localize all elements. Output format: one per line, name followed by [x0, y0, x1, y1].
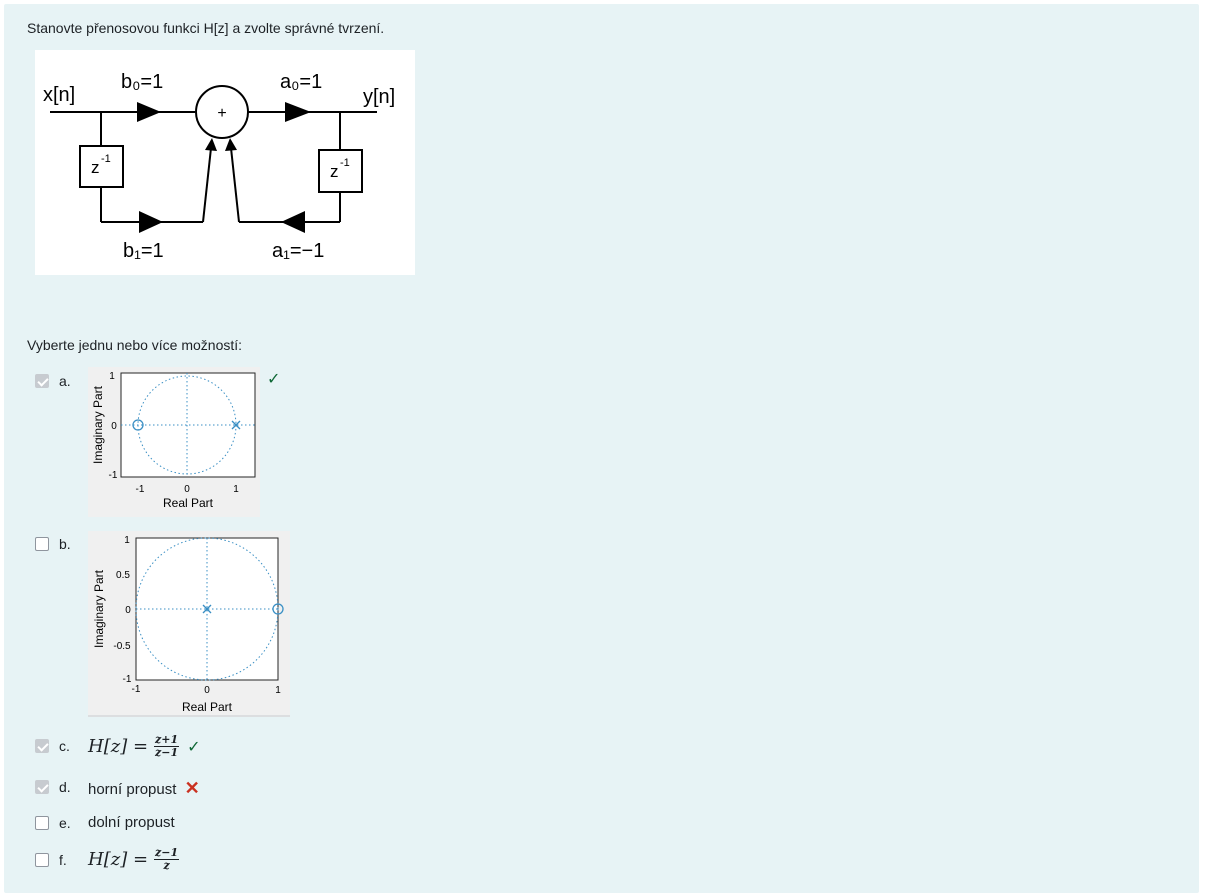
pole-zero-plot-b: 1 0.5 0 -0.5 -1 -1 0 1 Real Part Imagina… — [88, 531, 290, 717]
b1-arrow — [139, 211, 163, 233]
ytick: 0.5 — [116, 570, 130, 581]
ytick: 1 — [124, 535, 130, 546]
input-label: x[n] — [43, 84, 75, 106]
zero-marker — [132, 419, 144, 431]
option-b-checkbox[interactable] — [35, 537, 49, 551]
delay-exp-left: -1 — [101, 153, 111, 165]
option-c-checkbox[interactable] — [35, 739, 49, 753]
ytick: -1 — [123, 674, 132, 685]
xtick: 0 — [184, 484, 190, 495]
a1-arrow — [281, 211, 305, 233]
option-b-letter: b. — [59, 536, 71, 552]
option-f-formula: H[z] = z−1 z — [88, 846, 180, 872]
option-f-checkbox[interactable] — [35, 853, 49, 867]
incorrect-cross-icon: ✕ — [184, 778, 200, 798]
y-axis-label: Imaginary Part — [92, 569, 106, 648]
a1-label: a₁=−1 — [272, 240, 324, 262]
ytick: 0 — [125, 605, 131, 616]
ytick: -0.5 — [113, 641, 131, 652]
formula-lhs: H[z] = — [88, 736, 149, 757]
b0-label: b₀=1 — [121, 71, 163, 93]
ytick: -1 — [109, 470, 118, 481]
formula-fraction: z−1 z — [154, 846, 180, 872]
formula-denominator: z−1 — [155, 746, 179, 759]
delay-label-right: z — [330, 162, 339, 181]
correct-check-icon: ✓ — [187, 737, 201, 756]
b1-label: b₁=1 — [123, 240, 164, 262]
y-axis-label: Imaginary Part — [91, 385, 105, 464]
option-c-letter: c. — [59, 738, 70, 754]
formula-lhs: H[z] = — [88, 849, 149, 870]
option-e-checkbox[interactable] — [35, 816, 49, 830]
option-d-checkbox[interactable] — [35, 780, 49, 794]
xtick: 0 — [204, 685, 210, 696]
a0-arrow — [285, 102, 311, 122]
formula-numerator: z−1 — [154, 846, 180, 860]
option-d-label: horní propust — [88, 781, 177, 798]
option-d-text: horní propust ✕ — [88, 778, 200, 799]
option-a-letter: a. — [59, 373, 71, 389]
question-text: Stanovte přenosovou funkci H[z] a zvolte… — [27, 20, 385, 36]
option-e-text: dolní propust — [88, 814, 175, 831]
correct-check-icon: ✓ — [267, 371, 281, 388]
option-d-letter: d. — [59, 779, 71, 795]
formula-numerator: z+1 — [154, 733, 180, 747]
x-axis-label: Real Part — [182, 700, 233, 714]
zero-marker — [272, 603, 284, 615]
unit-circle — [135, 537, 279, 681]
delay-exp-right: -1 — [340, 157, 350, 169]
pole-marker — [202, 604, 212, 614]
formula-denominator: z — [163, 859, 170, 872]
option-f-letter: f. — [59, 852, 67, 868]
pole-zero-plot-a: 1 0 -1 -1 0 1 Real Part Imaginary Part — [88, 367, 260, 517]
x-axis-label: Real Part — [163, 496, 214, 510]
delay-label-left: z — [91, 158, 100, 177]
sum-node — [195, 85, 249, 139]
option-e-letter: e. — [59, 815, 71, 831]
xtick: 1 — [233, 484, 239, 495]
sum-label: + — [217, 105, 226, 122]
pole-marker — [231, 420, 241, 430]
formula-fraction: z+1 z−1 — [154, 733, 180, 759]
delay-block-right — [318, 149, 363, 193]
option-c-formula: H[z] = z+1 z−1 ✓ — [88, 734, 201, 759]
xtick: -1 — [136, 484, 145, 495]
xtick: 1 — [275, 685, 281, 696]
delay-block-left — [79, 145, 124, 188]
answer-prompt: Vyberte jednu nebo více možností: — [27, 337, 243, 353]
output-label: y[n] — [363, 86, 395, 108]
block-diagram-svg: + z -1 z -1 x[n] y[n] b₀=1 a₀=1 b₁=1 a₁=… — [43, 71, 395, 262]
option-a-checkbox[interactable] — [35, 374, 49, 388]
ytick: 1 — [109, 371, 115, 382]
ytick: 0 — [111, 421, 117, 432]
b0-arrow — [137, 102, 161, 122]
a0-label: a₀=1 — [280, 71, 322, 93]
block-diagram: + z -1 z -1 x[n] y[n] b₀=1 a₀=1 b₁=1 a₁=… — [35, 50, 415, 275]
xtick: -1 — [132, 684, 141, 695]
